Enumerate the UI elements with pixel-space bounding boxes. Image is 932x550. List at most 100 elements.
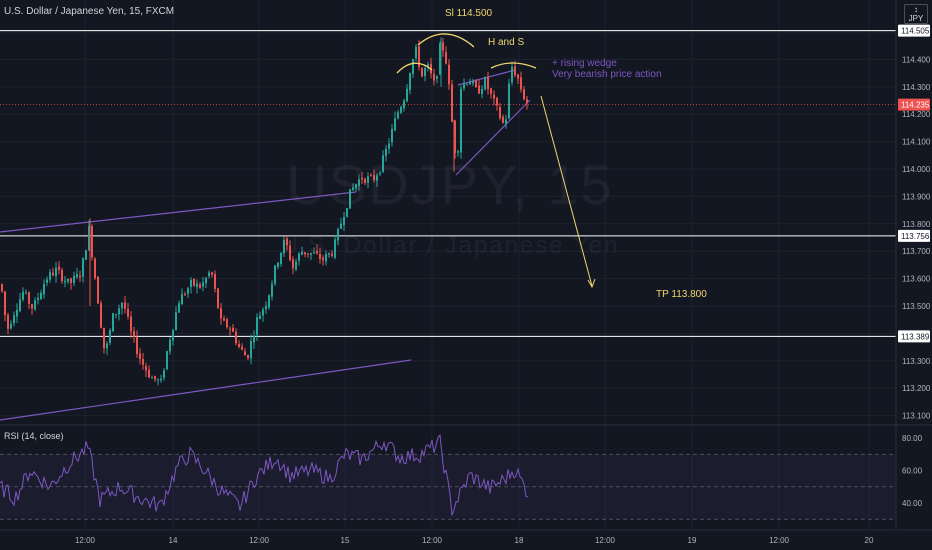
candle-body: [313, 252, 315, 254]
candle-body: [400, 107, 402, 113]
candle-body: [301, 251, 303, 255]
candle-body: [103, 327, 105, 349]
currency-badge[interactable]: ↕ JPY: [904, 4, 928, 24]
candle-body: [127, 308, 129, 317]
candle-body: [184, 294, 186, 296]
candle-body: [385, 148, 387, 156]
annotation-rising-wedge: + rising wedge: [552, 58, 617, 69]
candle-body: [235, 331, 237, 344]
rsi-panel: [0, 424, 932, 520]
level-price-tag: [898, 24, 930, 37]
candle-body: [217, 288, 219, 308]
candle-body: [439, 43, 441, 75]
candle-body: [331, 253, 333, 256]
price-tick-label: 114.000: [902, 165, 931, 174]
time-tick-label: 18: [515, 536, 524, 545]
candle-body: [4, 291, 6, 316]
candle-body: [370, 174, 372, 176]
candle-body: [523, 89, 525, 100]
time-tick-label: 12:00: [595, 536, 616, 545]
candle-body: [229, 328, 231, 330]
candle-body: [427, 64, 429, 68]
left-shoulder-arc: [396, 62, 433, 74]
candle-body: [433, 73, 435, 81]
candle-body: [16, 309, 18, 317]
candle-body: [67, 278, 69, 282]
trend-lines: [0, 69, 531, 421]
candle-body: [139, 353, 141, 360]
candle-body: [34, 300, 36, 310]
candle-body: [259, 315, 261, 319]
candle-body: [460, 88, 462, 153]
candle-body: [343, 217, 345, 225]
symbol-title: U.S. Dollar / Japanese Yen, 15, FXCM: [4, 6, 175, 17]
candle-body: [22, 291, 24, 300]
upper-trend-line: [0, 191, 357, 233]
rsi-tick-label: 80.00: [902, 434, 923, 443]
candle-body: [211, 272, 213, 275]
candle-body: [1, 284, 3, 292]
candle-body: [520, 77, 522, 90]
candle-body: [205, 277, 207, 284]
candle-body: [409, 73, 411, 91]
price-tick-label: 113.300: [902, 357, 931, 366]
candle-body: [79, 275, 81, 278]
candle-body: [43, 284, 45, 295]
candle-body: [253, 335, 255, 343]
candle-body: [61, 269, 63, 282]
candle-body: [7, 314, 9, 329]
candle-body: [202, 282, 204, 287]
candle-body: [82, 258, 84, 277]
candle-body: [175, 312, 177, 330]
candle-body: [226, 319, 228, 328]
time-tick-label: 19: [688, 536, 697, 545]
candle-body: [376, 175, 378, 181]
candle-body: [499, 107, 501, 118]
candle-body: [526, 99, 528, 104]
candle-body: [280, 252, 282, 265]
watermark-name: U.S. Dollar / Japanese Yen: [280, 232, 620, 259]
candle-body: [481, 89, 483, 94]
drawings: [396, 33, 596, 289]
price-tick-label: 114.200: [902, 110, 931, 119]
candle-body: [319, 253, 321, 259]
candle-body: [265, 305, 267, 310]
candle-body: [457, 151, 459, 153]
candle-body: [73, 275, 75, 283]
currency-label: JPY: [908, 14, 924, 23]
price-tick-label: 113.900: [902, 192, 931, 201]
rsi-tick-label: 40.00: [902, 499, 923, 508]
candle-body: [367, 176, 369, 183]
last-price-label: 114.235: [901, 101, 930, 110]
price-tick-label: 113.600: [902, 275, 931, 284]
candle-body: [289, 245, 291, 260]
candle-body: [166, 351, 168, 370]
price-tick-label: 113.700: [902, 247, 931, 256]
candle-body: [442, 42, 444, 51]
candle-body: [37, 298, 39, 301]
candle-body: [346, 207, 348, 217]
candle-body: [214, 273, 216, 289]
head-arc: [417, 33, 475, 48]
candle-body: [358, 179, 360, 186]
candle-body: [268, 295, 270, 308]
candle-body: [100, 303, 102, 328]
candle-body: [292, 259, 294, 269]
candle-body: [310, 253, 312, 255]
candle-body: [91, 226, 93, 258]
candle-body: [124, 302, 126, 309]
level-price-tag: [898, 330, 930, 343]
candle-body: [181, 294, 183, 305]
rsi-label: RSI (14, close): [4, 431, 64, 441]
rsi-line: [0, 433, 529, 516]
candle-body: [487, 77, 489, 90]
candle-body: [112, 313, 114, 332]
candle-body: [40, 292, 42, 300]
candle-body: [142, 359, 144, 365]
price-tick-label: 113.800: [902, 220, 931, 229]
level-price-label: 113.389: [901, 332, 930, 341]
currency-sub: ↕: [914, 5, 918, 14]
candle-body: [352, 187, 354, 191]
candle-body: [340, 223, 342, 229]
